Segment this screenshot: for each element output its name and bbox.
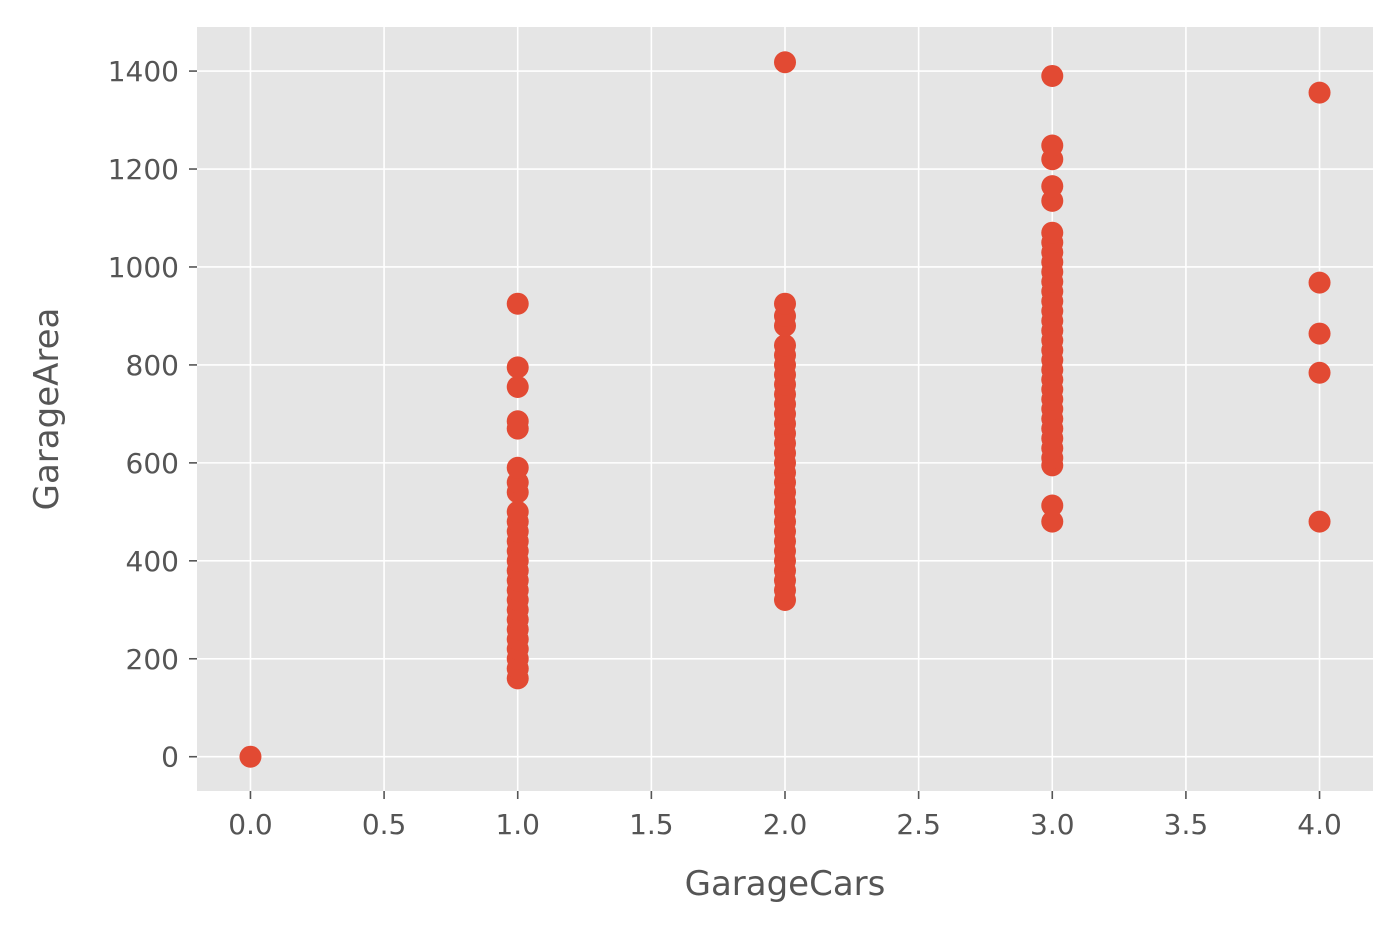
x-tick-label: 0.5: [362, 808, 407, 841]
data-point: [506, 356, 529, 379]
y-tick-label: 0: [161, 741, 179, 774]
data-point: [774, 51, 796, 74]
data-point: [506, 410, 529, 433]
data-point: [1041, 494, 1064, 517]
y-axis-label: GarageArea: [27, 308, 67, 511]
x-tick-label: 4.0: [1297, 808, 1342, 841]
data-point: [1308, 322, 1331, 345]
data-point: [1308, 271, 1331, 294]
data-point: [506, 500, 529, 523]
data-point: [506, 375, 529, 398]
data-point: [774, 292, 796, 315]
data-point: [1041, 221, 1064, 244]
y-tick-label: 600: [126, 447, 179, 480]
data-point: [1041, 175, 1064, 198]
y-tick-label: 1200: [108, 153, 179, 186]
x-tick-label: 3.0: [1030, 808, 1075, 841]
x-tick-label: 3.5: [1164, 808, 1209, 841]
data-point: [1041, 134, 1064, 157]
x-tick-label: 0.0: [228, 808, 273, 841]
x-tick-label: 1.5: [629, 808, 674, 841]
data-point: [1041, 64, 1064, 87]
axis-ticks: 0.0 0.5 1.0 1.5 2.0 2.5 3.0 3.5 4.0 0 200 400 600 800…: [108, 55, 1342, 841]
data-point: [1041, 510, 1064, 533]
y-tick-label: 1400: [108, 55, 179, 88]
x-tick-label: 1.0: [495, 808, 540, 841]
data-point: [506, 292, 529, 315]
data-point: [1308, 510, 1331, 533]
y-tick-label: 400: [126, 545, 179, 578]
data-point: [506, 456, 529, 479]
y-tick-label: 800: [126, 349, 179, 382]
data-point: [239, 745, 262, 768]
x-tick-label: 2.0: [763, 808, 808, 841]
x-tick-label: 2.5: [896, 808, 941, 841]
x-axis-label: GarageCars: [685, 864, 886, 904]
y-tick-label: 1000: [108, 251, 179, 284]
y-tick-label: 200: [126, 643, 179, 676]
data-point: [774, 334, 796, 357]
data-points: [239, 51, 1331, 768]
data-point: [1308, 361, 1331, 384]
data-point: [1308, 81, 1331, 104]
